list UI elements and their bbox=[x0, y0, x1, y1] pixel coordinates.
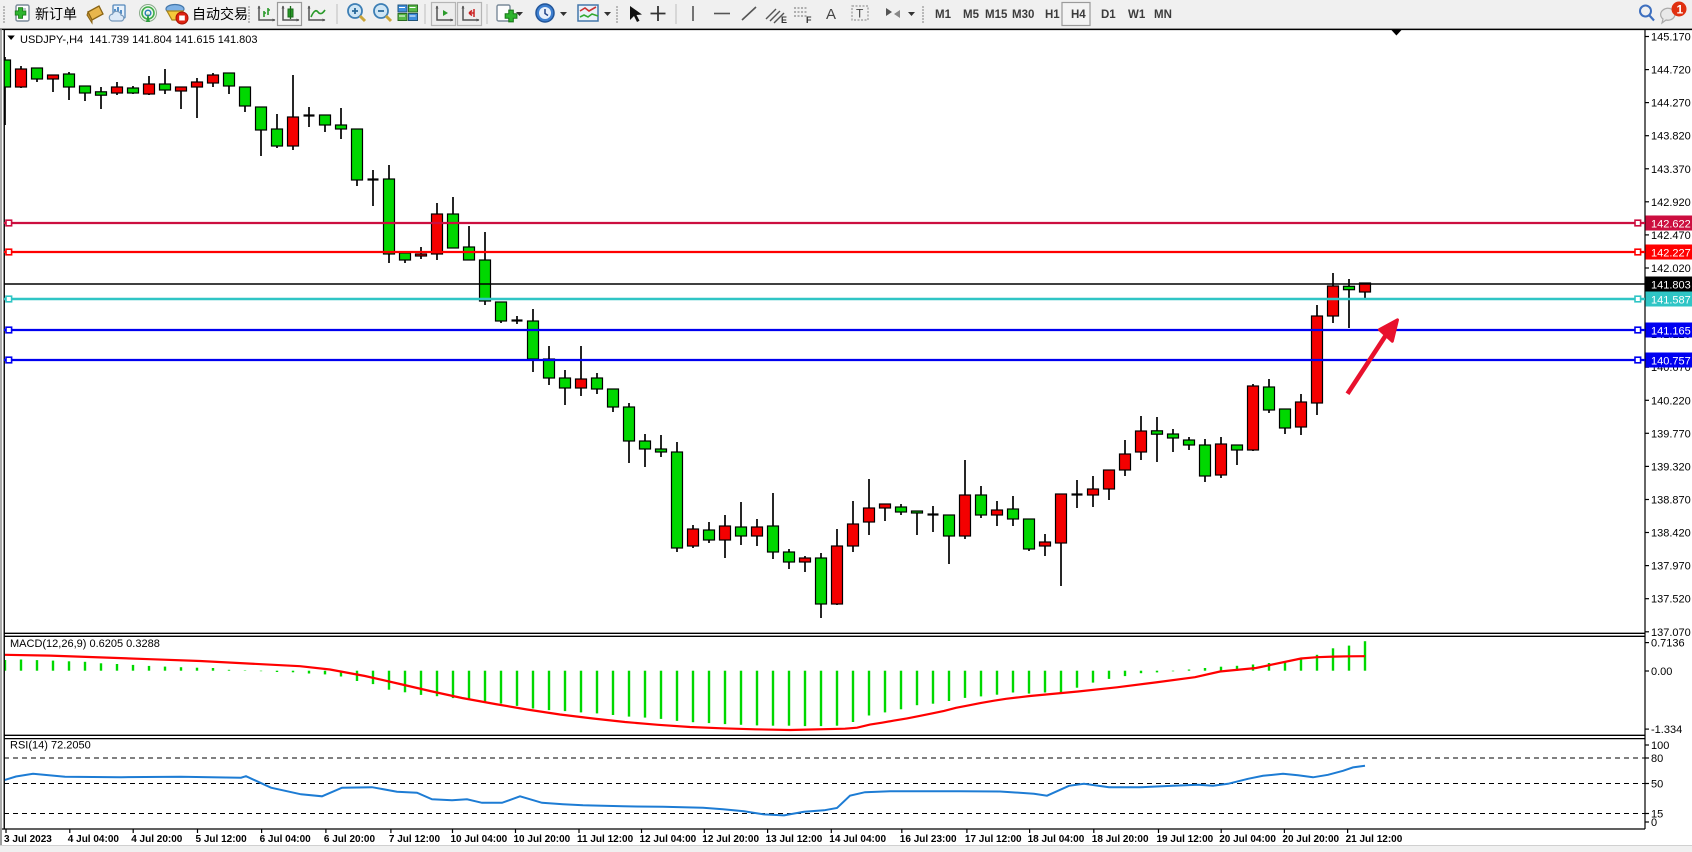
svg-text:139.320: 139.320 bbox=[1651, 461, 1691, 473]
svg-text:140.220: 140.220 bbox=[1651, 395, 1691, 407]
svg-text:142.470: 142.470 bbox=[1651, 230, 1691, 242]
svg-text:F: F bbox=[806, 15, 812, 25]
svg-text:6 Jul 04:00: 6 Jul 04:00 bbox=[260, 834, 312, 845]
svg-text:20 Jul 20:00: 20 Jul 20:00 bbox=[1282, 834, 1339, 845]
svg-text:14 Jul 04:00: 14 Jul 04:00 bbox=[829, 834, 886, 845]
svg-text:12 Jul 20:00: 12 Jul 20:00 bbox=[702, 834, 759, 845]
svg-text:141.587: 141.587 bbox=[1651, 295, 1691, 307]
svg-text:144.270: 144.270 bbox=[1651, 98, 1691, 110]
svg-text:50: 50 bbox=[1651, 779, 1663, 791]
svg-text:0: 0 bbox=[1651, 817, 1657, 829]
svg-text:7 Jul 12:00: 7 Jul 12:00 bbox=[389, 834, 441, 845]
svg-text:H1: H1 bbox=[1045, 9, 1060, 21]
svg-text:138.870: 138.870 bbox=[1651, 495, 1691, 507]
svg-text:A: A bbox=[826, 6, 836, 23]
svg-text:145.170: 145.170 bbox=[1651, 32, 1691, 44]
svg-text:142.227: 142.227 bbox=[1651, 248, 1691, 260]
svg-text:138.420: 138.420 bbox=[1651, 528, 1691, 540]
svg-text:80: 80 bbox=[1651, 753, 1663, 765]
svg-text:MN: MN bbox=[1154, 9, 1172, 21]
svg-text:4 Jul 20:00: 4 Jul 20:00 bbox=[131, 834, 183, 845]
svg-text:10 Jul 04:00: 10 Jul 04:00 bbox=[451, 834, 508, 845]
svg-text:144.720: 144.720 bbox=[1651, 65, 1691, 77]
svg-text:USDJPY-,H4 141.739 141.804 14: USDJPY-,H4 141.739 141.804 141.615 141.8… bbox=[20, 34, 258, 46]
svg-text:4 Jul 04:00: 4 Jul 04:00 bbox=[68, 834, 120, 845]
svg-text:M5: M5 bbox=[963, 9, 980, 21]
svg-text:5 Jul 12:00: 5 Jul 12:00 bbox=[196, 834, 248, 845]
svg-text:17 Jul 12:00: 17 Jul 12:00 bbox=[965, 834, 1022, 845]
svg-text:139.770: 139.770 bbox=[1651, 428, 1691, 440]
svg-text:W1: W1 bbox=[1128, 9, 1146, 21]
svg-text:142.920: 142.920 bbox=[1651, 197, 1691, 209]
svg-text:M15: M15 bbox=[985, 9, 1008, 21]
svg-text:6 Jul 20:00: 6 Jul 20:00 bbox=[324, 834, 376, 845]
svg-text:3 Jul 2023: 3 Jul 2023 bbox=[4, 834, 52, 845]
svg-text:141.165: 141.165 bbox=[1651, 326, 1691, 338]
svg-text:MACD(12,26,9) 0.6205 0.3288: MACD(12,26,9) 0.6205 0.3288 bbox=[10, 638, 160, 650]
svg-text:16 Jul 23:00: 16 Jul 23:00 bbox=[900, 834, 957, 845]
svg-text:11 Jul 12:00: 11 Jul 12:00 bbox=[577, 834, 634, 845]
svg-text:140.757: 140.757 bbox=[1651, 356, 1691, 368]
svg-text:142.622: 142.622 bbox=[1651, 219, 1691, 231]
svg-text:18 Jul 20:00: 18 Jul 20:00 bbox=[1092, 834, 1149, 845]
svg-text:1: 1 bbox=[1677, 3, 1684, 17]
svg-text:0.00: 0.00 bbox=[1651, 666, 1672, 678]
svg-text:H4: H4 bbox=[1071, 9, 1086, 21]
svg-text:T: T bbox=[856, 7, 864, 21]
svg-text:143.820: 143.820 bbox=[1651, 131, 1691, 143]
svg-text:E: E bbox=[781, 15, 787, 25]
svg-text:137.520: 137.520 bbox=[1651, 594, 1691, 606]
svg-text:0.7136: 0.7136 bbox=[1651, 638, 1685, 650]
svg-text:M30: M30 bbox=[1012, 9, 1034, 21]
svg-text:141.803: 141.803 bbox=[1651, 280, 1691, 292]
svg-text:-1.334: -1.334 bbox=[1651, 724, 1682, 736]
svg-text:自动交易: 自动交易 bbox=[192, 6, 248, 22]
svg-text:新订单: 新订单 bbox=[35, 6, 77, 22]
svg-text:143.370: 143.370 bbox=[1651, 164, 1691, 176]
svg-text:100: 100 bbox=[1651, 740, 1669, 752]
svg-text:137.970: 137.970 bbox=[1651, 561, 1691, 573]
svg-text:18 Jul 04:00: 18 Jul 04:00 bbox=[1028, 834, 1085, 845]
svg-text:13 Jul 12:00: 13 Jul 12:00 bbox=[766, 834, 823, 845]
svg-text:10 Jul 20:00: 10 Jul 20:00 bbox=[514, 834, 571, 845]
svg-text:RSI(14) 72.2050: RSI(14) 72.2050 bbox=[10, 740, 91, 752]
svg-text:21 Jul 12:00: 21 Jul 12:00 bbox=[1346, 834, 1403, 845]
svg-text:12 Jul 04:00: 12 Jul 04:00 bbox=[640, 834, 697, 845]
svg-text:142.020: 142.020 bbox=[1651, 263, 1691, 275]
svg-text:19 Jul 12:00: 19 Jul 12:00 bbox=[1157, 834, 1214, 845]
svg-text:M1: M1 bbox=[935, 9, 952, 21]
svg-text:D1: D1 bbox=[1101, 9, 1116, 21]
svg-text:20 Jul 04:00: 20 Jul 04:00 bbox=[1219, 834, 1276, 845]
